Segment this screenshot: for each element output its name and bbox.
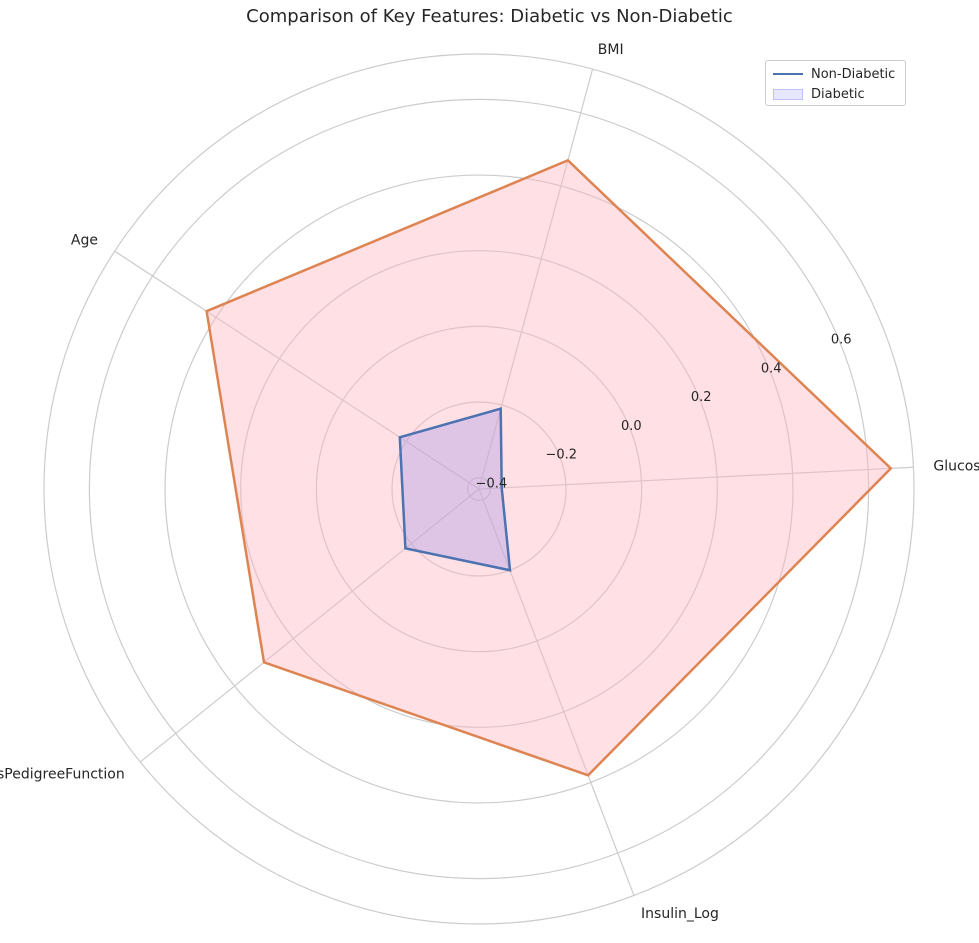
radial-tick-labels: −0.4 −0.2 0.0 0.2 0.4 0.6	[476, 333, 852, 492]
series-1-line	[398, 407, 512, 572]
chart-title: Comparison of Key Features: Diabetic vs …	[246, 6, 733, 27]
axis-label-glucose: Glucose	[933, 458, 979, 474]
tick-label: 0.4	[761, 361, 782, 376]
legend-entry-non-diabetic: Non-Diabetic	[773, 65, 895, 83]
grid-ring-5	[88, 98, 870, 880]
legend-entry-diabetic: Diabetic	[773, 85, 865, 103]
legend: Non-Diabetic Diabetic	[765, 60, 906, 106]
outer-ring	[43, 53, 915, 925]
axis-label-age: Age	[71, 232, 98, 248]
grid-ring-3	[240, 250, 718, 728]
spoke-1	[478, 68, 594, 490]
legend-label: Diabetic	[811, 86, 865, 102]
grid-ring-2	[315, 325, 643, 653]
series-0-line	[205, 158, 893, 777]
tick-label: 0.2	[691, 390, 712, 405]
tick-label: 0.6	[831, 333, 852, 348]
grid-ring-1	[391, 401, 567, 577]
legend-label: Non-Diabetic	[811, 66, 896, 82]
spoke-3	[139, 488, 480, 763]
tick-label: 0.0	[621, 419, 642, 434]
series-0-fill	[206, 160, 891, 776]
legend-line-swatch	[773, 73, 803, 75]
grid-circles	[43, 53, 915, 925]
axis-label-insulin-log: Insulin_Log	[641, 906, 719, 922]
spoke-2	[114, 250, 480, 490]
axis-labels: Glucose BMI Age DiabetesPedigreeFunction Ins…	[0, 42, 979, 922]
series-layer	[205, 158, 893, 777]
series-1-fill	[399, 408, 510, 571]
axis-spokes	[114, 68, 914, 896]
legend-patch-swatch	[773, 88, 803, 100]
tick-label: −0.4	[476, 476, 508, 491]
spoke-0	[478, 466, 914, 490]
tick-label: −0.2	[546, 448, 578, 463]
grid-ring-4	[164, 174, 794, 804]
spoke-4	[478, 488, 635, 896]
axis-label-diabetespedigreefunction: DiabetesPedigreeFunction	[0, 767, 125, 783]
axis-label-bmi: BMI	[598, 42, 624, 58]
